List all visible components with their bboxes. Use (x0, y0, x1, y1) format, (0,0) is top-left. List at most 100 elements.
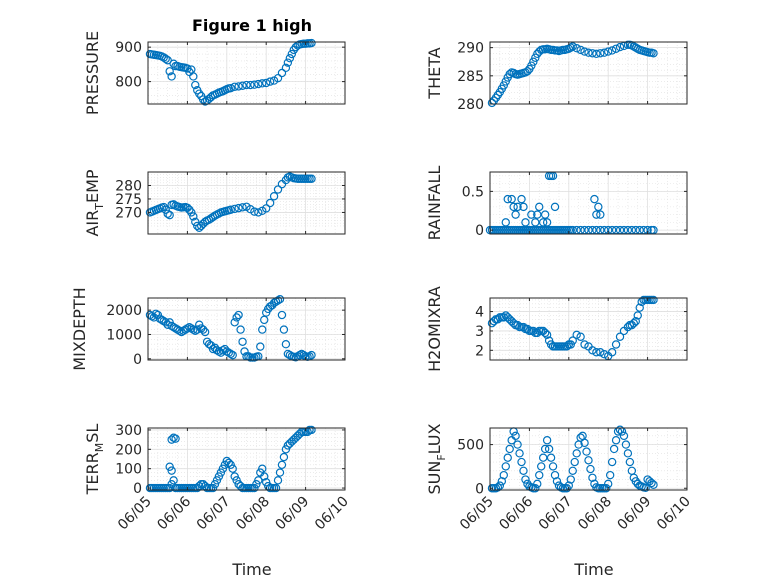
y-axis-label-part: T (93, 203, 106, 211)
y-axis-label-part: TERR (83, 452, 102, 495)
data-point (285, 53, 295, 63)
y-axis-label-part: SUN (425, 461, 444, 495)
subplot-h2omixra: 2 3 4 H2OMIXRA (425, 286, 688, 372)
data-point (250, 80, 259, 89)
data-point (242, 80, 251, 90)
data-point (550, 202, 560, 212)
data-point (198, 95, 208, 104)
data-point (258, 464, 267, 473)
data-point (513, 440, 522, 449)
axes-box (147, 297, 346, 361)
data-point (277, 68, 287, 78)
y-axis-label: PRESSURE (83, 31, 102, 115)
y-tick-label: 0 (133, 481, 142, 497)
data-point (265, 198, 275, 208)
data-point (269, 192, 279, 201)
data-point (260, 472, 269, 481)
data-point (568, 466, 577, 475)
y-tick-label: 900 (115, 40, 142, 56)
data-point (256, 342, 265, 351)
data-point (165, 483, 174, 493)
data-point (212, 476, 222, 485)
data-point (517, 457, 526, 467)
data-point (531, 218, 540, 227)
data-point (611, 340, 621, 349)
data-point (615, 42, 625, 52)
data-point (596, 210, 605, 219)
data-point (572, 449, 581, 458)
data-point (519, 322, 528, 332)
data-point (503, 194, 512, 204)
subplot-rainfall: 0 0.5 RAINFALL (425, 166, 688, 241)
y-tick-label: 100 (115, 462, 142, 478)
data-point (258, 325, 267, 334)
data-point (275, 468, 285, 477)
data-point (611, 436, 621, 445)
x-axis-label-left: Time (231, 560, 271, 579)
y-tick-label: 0.5 (462, 184, 484, 200)
data-point (189, 325, 198, 334)
data-point (580, 438, 589, 448)
data-point (250, 483, 259, 493)
data-point (307, 350, 316, 360)
data-point (588, 346, 597, 355)
axes-box (489, 41, 688, 105)
data-point (232, 313, 241, 322)
data-point (226, 349, 235, 359)
data-point (200, 327, 210, 337)
data-point (252, 479, 261, 489)
data-point (299, 350, 308, 360)
data-point (592, 348, 601, 357)
data-point (281, 445, 291, 454)
data-point (623, 449, 633, 458)
data-point (234, 310, 243, 320)
y-tick-label: 800 (115, 75, 142, 91)
data-point (529, 326, 538, 336)
data-point (487, 98, 497, 108)
data-point (515, 449, 524, 458)
data-point (562, 342, 572, 351)
data-point (570, 457, 579, 467)
axes-box (147, 427, 346, 491)
data-point (641, 483, 650, 493)
y-tick-label: 2000 (106, 303, 142, 319)
data-point (592, 210, 601, 219)
data-point (499, 313, 508, 322)
axes-box (489, 427, 688, 491)
data-point (161, 54, 170, 64)
y-tick-label: 285 (457, 69, 484, 85)
data-point (631, 317, 640, 326)
data-point (238, 203, 247, 212)
data-point (287, 49, 297, 59)
data-point (546, 453, 556, 462)
data-point (273, 185, 283, 194)
data-point (232, 476, 241, 485)
data-point (615, 332, 625, 341)
data-point (189, 212, 198, 221)
data-point (495, 481, 505, 490)
data-point (584, 48, 593, 57)
data-point (531, 484, 540, 493)
y-tick-label: 2 (475, 343, 484, 359)
data-point (649, 49, 658, 58)
data-point (167, 72, 176, 81)
data-point (230, 472, 239, 481)
data-point (161, 318, 170, 327)
y-axis-label: RAINFALL (425, 166, 444, 241)
data-point (230, 82, 239, 91)
y-tick-label: 3 (475, 324, 484, 340)
data-point (511, 210, 520, 219)
axes-box (147, 171, 346, 235)
y-tick-label: 300 (115, 423, 142, 439)
data-point (600, 349, 609, 359)
data-point (198, 325, 208, 334)
data-point (281, 63, 291, 73)
data-point (633, 311, 642, 320)
y-axis-label-part: F (435, 454, 448, 460)
y-tick-label: 1000 (106, 327, 142, 343)
data-point (607, 457, 617, 467)
data-point (600, 48, 609, 57)
data-point (572, 330, 581, 340)
y-axis-label: AIRTEMP (83, 169, 106, 236)
data-point (277, 310, 287, 320)
